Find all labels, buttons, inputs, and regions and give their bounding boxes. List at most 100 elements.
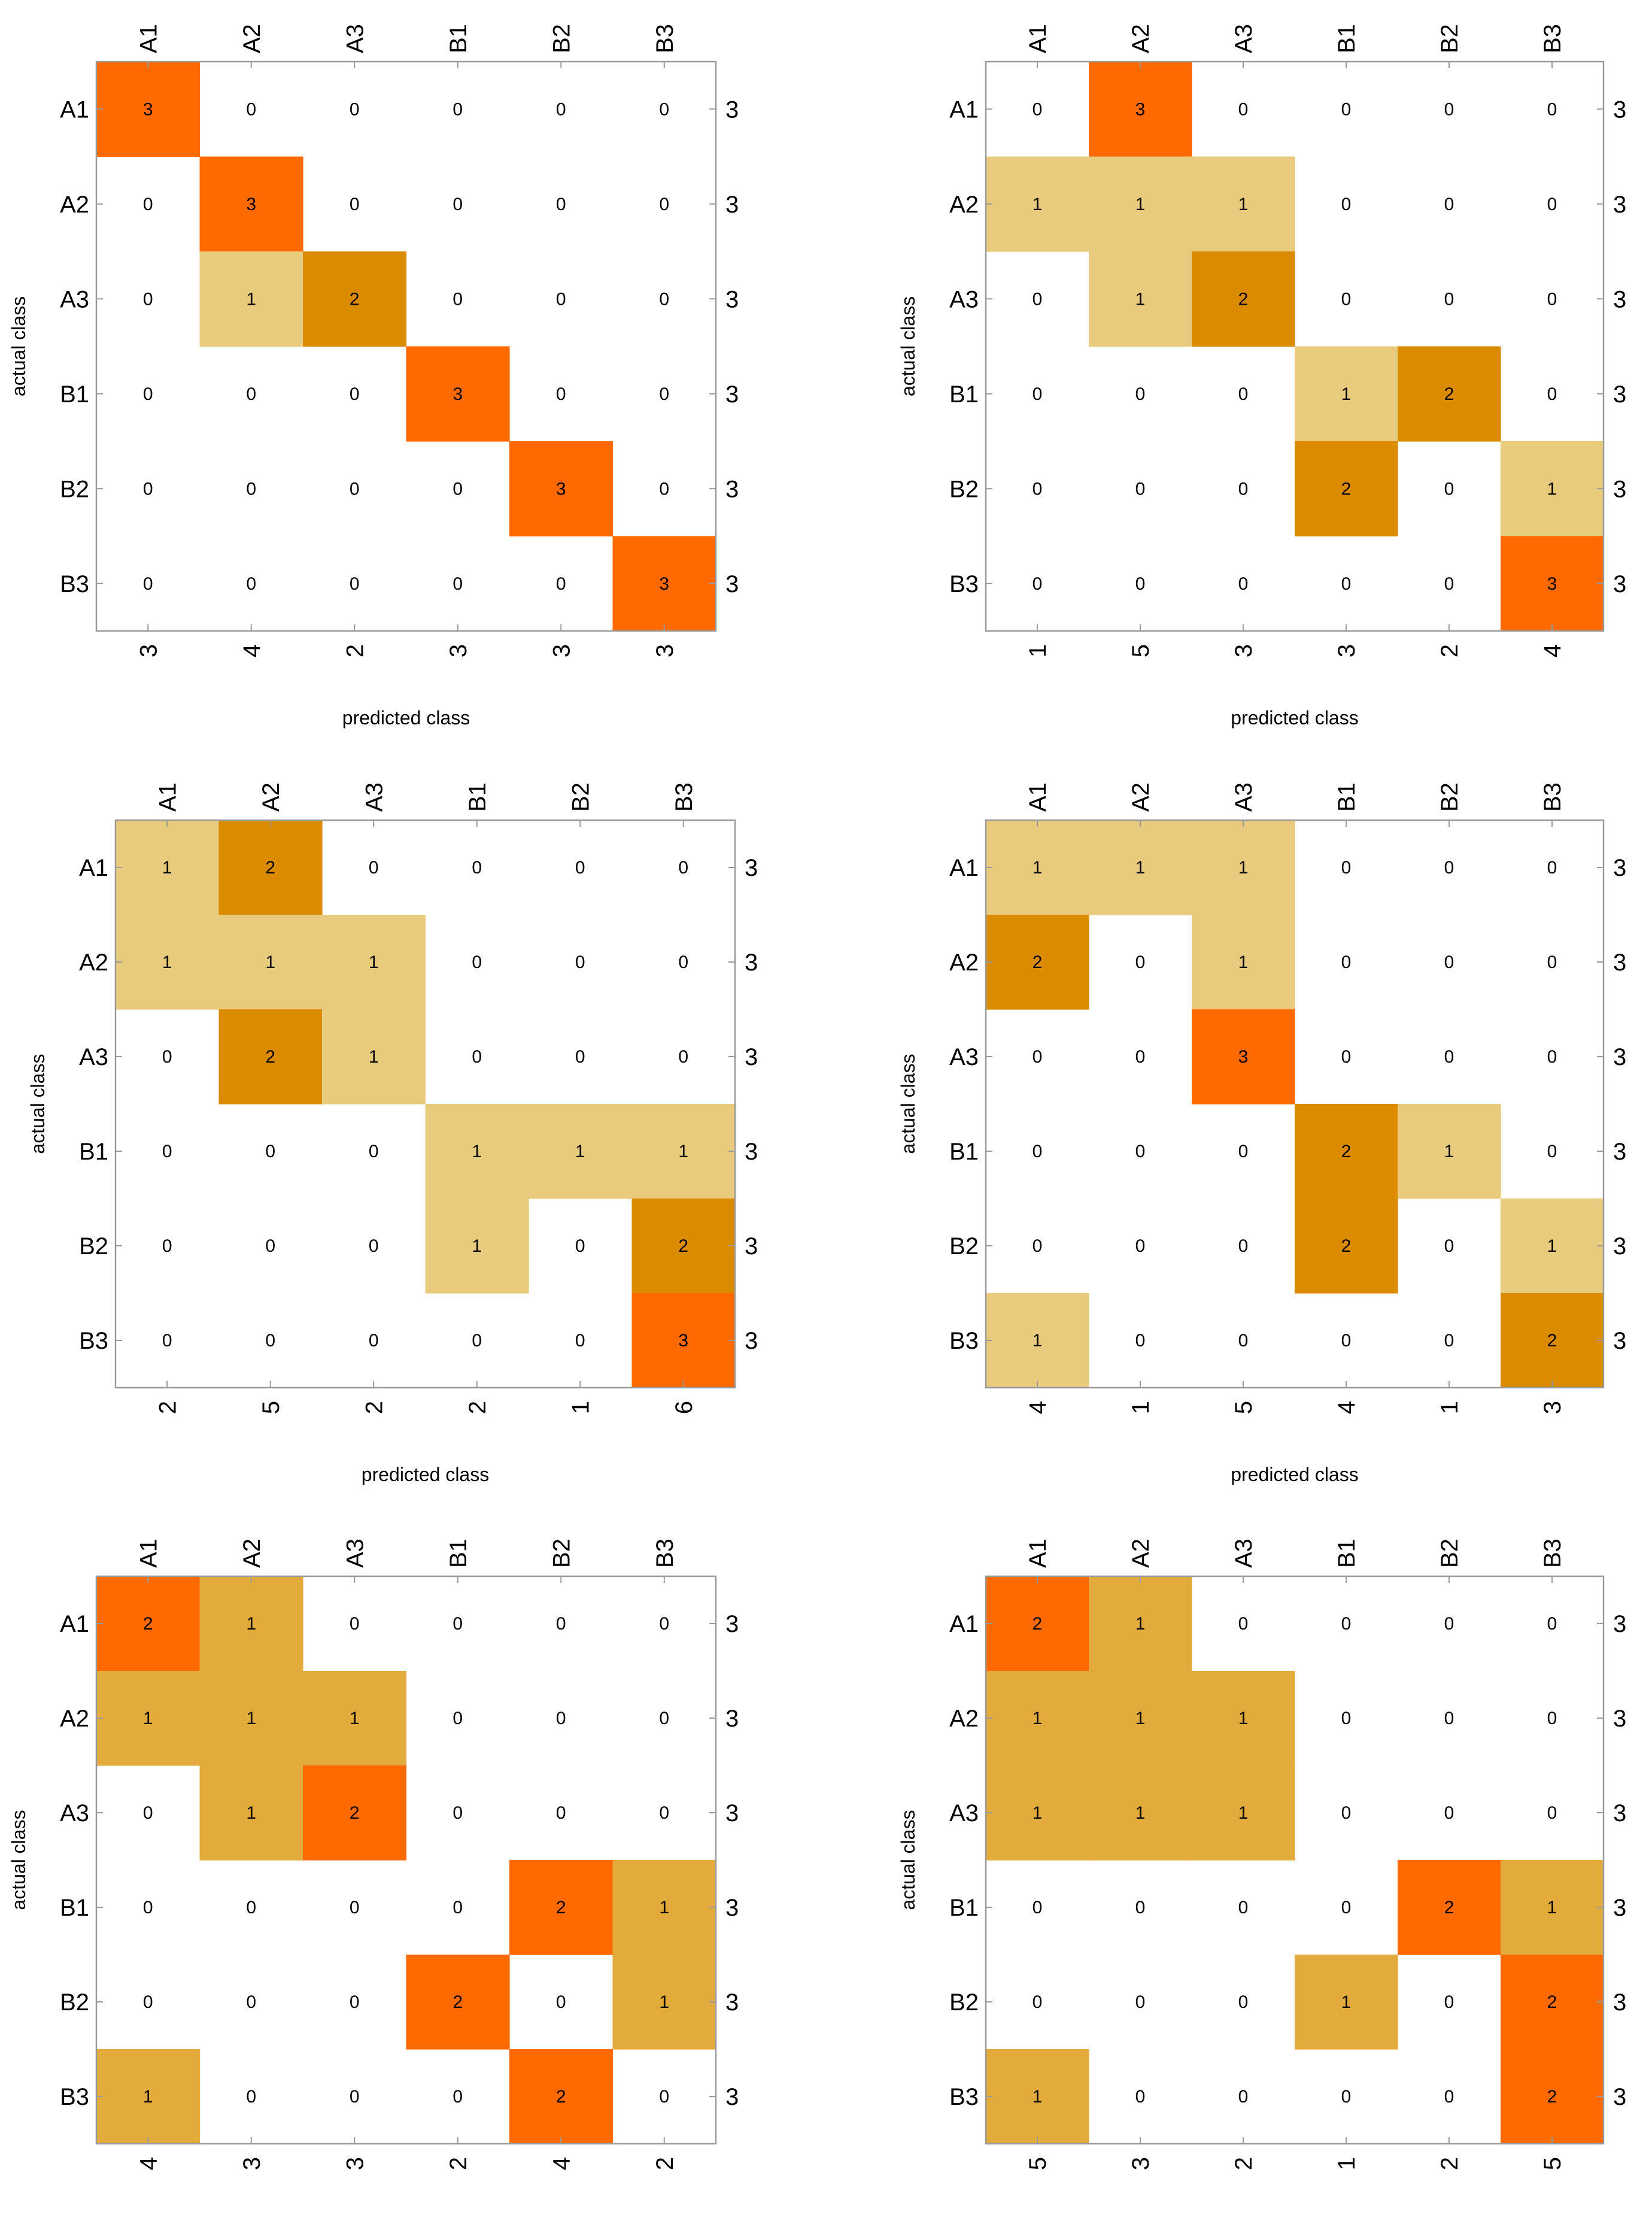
column-total: 4 <box>135 2157 162 2170</box>
cell-value: 0 <box>1032 574 1043 594</box>
row-total: 3 <box>1613 571 1626 597</box>
cell-value: 2 <box>350 289 360 309</box>
cell-value: 1 <box>369 1047 379 1067</box>
cell-value: 1 <box>246 1709 256 1728</box>
column-total: 3 <box>652 644 678 657</box>
cell-value: 0 <box>453 2087 463 2107</box>
cell-value: 0 <box>143 289 153 309</box>
matrix-cell <box>218 1009 323 1105</box>
row-label-a2: A2 <box>60 192 89 218</box>
matrix-cell <box>1501 536 1604 632</box>
column-total: 5 <box>1128 644 1154 657</box>
matrix-panel-3: 1 2 0 0 0 0 1 1 1 0 0 0 0 2 1 0 0 0 0 0 0 1 1 1 0 0 0 1 0 2 0 0 0 0 0 3 A1 A2… <box>27 782 758 1485</box>
cell-value: 0 <box>453 195 463 214</box>
cell-value: 1 <box>1444 1142 1454 1161</box>
cell-value: 0 <box>1444 479 1454 499</box>
column-total: 3 <box>548 644 575 657</box>
cell-value: 1 <box>246 1803 256 1823</box>
column-label-a2: A2 <box>1128 24 1154 53</box>
y-axis-title: actual class <box>897 1054 919 1154</box>
cell-value: 0 <box>575 1047 585 1067</box>
column-label-a1: A1 <box>1025 24 1051 53</box>
matrix-cell <box>1089 62 1192 157</box>
column-label-a2: A2 <box>1128 782 1154 812</box>
row-label-b3: B3 <box>949 2084 979 2110</box>
column-label-b1: B1 <box>464 782 491 812</box>
cell-value: 0 <box>1135 1898 1146 1917</box>
cell-value: 1 <box>575 1142 585 1161</box>
row-total: 3 <box>1613 96 1626 123</box>
cell-value: 0 <box>1135 952 1146 972</box>
cell-value: 1 <box>1032 195 1043 214</box>
matrix-cell <box>1192 915 1295 1010</box>
cell-value: 0 <box>1341 1331 1352 1351</box>
cell-value: 1 <box>350 1709 360 1728</box>
row-label-b3: B3 <box>60 571 89 597</box>
cell-value: 0 <box>1135 1331 1146 1351</box>
matrix-cell <box>986 2049 1089 2144</box>
row-label-a3: A3 <box>79 1044 108 1070</box>
column-total: 5 <box>1231 1401 1257 1414</box>
cell-value: 0 <box>143 1898 153 1917</box>
cell-value: 0 <box>350 1614 360 1634</box>
cell-value: 0 <box>556 195 566 214</box>
column-label-b1: B1 <box>445 24 472 53</box>
column-label-a3: A3 <box>342 24 368 53</box>
column-total: 3 <box>1334 644 1360 657</box>
cell-value: 0 <box>1444 1709 1454 1728</box>
column-total: 2 <box>361 1401 387 1414</box>
row-label-b2: B2 <box>60 476 89 502</box>
cell-value: 0 <box>659 1803 669 1823</box>
column-label-b2: B2 <box>1437 782 1463 812</box>
column-label-a1: A1 <box>1025 782 1051 812</box>
row-total: 3 <box>725 192 739 218</box>
cell-value: 0 <box>575 1236 585 1256</box>
matrix-cell <box>322 1009 426 1105</box>
matrix-cell <box>1295 346 1398 442</box>
matrix-cell <box>631 1199 736 1294</box>
cell-value: 0 <box>453 1614 463 1634</box>
row-total: 3 <box>745 1044 758 1070</box>
row-total: 3 <box>1613 1800 1626 1826</box>
column-total: 5 <box>258 1401 284 1414</box>
cell-value: 0 <box>659 289 669 309</box>
row-total: 3 <box>725 476 739 502</box>
cell-value: 1 <box>1547 1898 1557 1917</box>
cell-value: 1 <box>659 1992 669 2012</box>
cell-value: 0 <box>1238 1898 1249 1917</box>
y-axis-title: actual class <box>8 1810 29 1910</box>
cell-value: 0 <box>1547 289 1557 309</box>
column-total: 2 <box>1437 2157 1463 2170</box>
cell-value: 2 <box>556 1898 566 1917</box>
row-total: 3 <box>725 381 739 408</box>
cell-value: 0 <box>556 384 566 404</box>
cell-value: 0 <box>1444 1803 1454 1823</box>
matrix-panel-1: 3 0 0 0 0 0 0 3 0 0 0 0 0 1 2 0 0 0 0 0 0 3 0 0 0 0 0 0 3 0 0 0 0 0 0 3 A1 A2… <box>8 24 739 729</box>
matrix-cell <box>1501 1955 1604 2050</box>
column-total: 4 <box>548 2157 575 2170</box>
cell-value: 0 <box>1341 289 1352 309</box>
matrix-cell <box>1501 1293 1604 1388</box>
cell-value: 1 <box>1238 858 1249 878</box>
matrix-cell <box>986 1293 1089 1388</box>
cell-value: 0 <box>472 858 482 878</box>
cell-value: 0 <box>350 99 360 119</box>
cell-value: 0 <box>1238 384 1249 404</box>
column-total: 4 <box>1539 644 1566 657</box>
cell-value: 0 <box>350 574 360 594</box>
cell-value: 2 <box>265 1047 275 1067</box>
matrix-cell <box>199 1576 303 1671</box>
matrix-cell <box>986 820 1089 915</box>
cell-value: 0 <box>1547 1614 1557 1634</box>
matrix-cell <box>986 156 1089 252</box>
cell-value: 3 <box>453 384 463 404</box>
row-total: 3 <box>1613 1989 1626 2016</box>
row-total: 3 <box>725 1706 739 1732</box>
cell-value: 0 <box>1547 1142 1557 1161</box>
cell-value: 1 <box>1032 1709 1043 1728</box>
matrix-cell <box>1192 156 1295 252</box>
cell-value: 0 <box>1238 99 1249 119</box>
column-total: 3 <box>1539 1401 1566 1414</box>
cell-value: 0 <box>453 289 463 309</box>
